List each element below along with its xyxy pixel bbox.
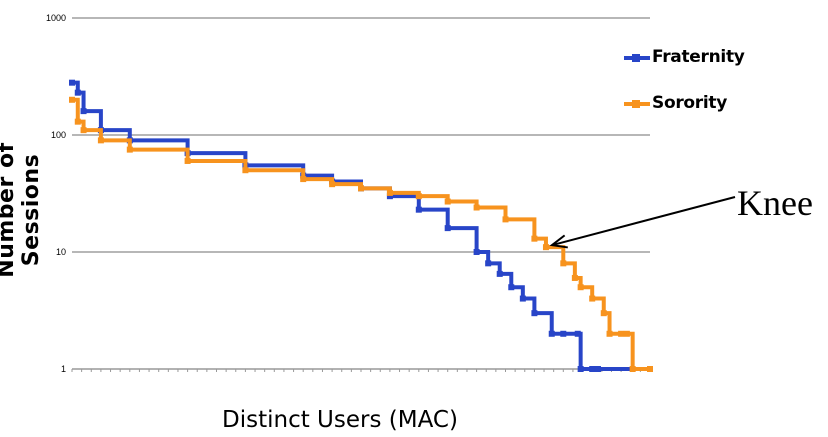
data-point bbox=[589, 295, 596, 302]
knee-arrowhead bbox=[549, 234, 568, 249]
data-point bbox=[80, 108, 87, 115]
data-point bbox=[444, 225, 451, 232]
data-point bbox=[519, 295, 526, 302]
legend-label-sorority: Sorority bbox=[652, 93, 728, 113]
data-point bbox=[300, 176, 307, 183]
series-line-sorority bbox=[72, 97, 650, 371]
data-point bbox=[329, 181, 336, 188]
legend-marker-fraternity bbox=[632, 54, 640, 62]
y-tick-label: 1 bbox=[61, 364, 66, 374]
knee-arrow bbox=[551, 196, 736, 247]
y-tick-label: 100 bbox=[51, 130, 66, 140]
data-point bbox=[74, 118, 81, 125]
data-point bbox=[473, 249, 480, 255]
data-point bbox=[485, 260, 492, 267]
y-tick-label: 1000 bbox=[46, 13, 66, 23]
y-tick-labels: 1000 100 10 1 bbox=[46, 13, 66, 374]
data-point bbox=[502, 216, 509, 223]
data-point bbox=[531, 235, 538, 242]
data-point bbox=[473, 204, 480, 211]
legend bbox=[624, 54, 650, 108]
data-point bbox=[594, 366, 601, 372]
data-point bbox=[542, 244, 549, 251]
data-point bbox=[508, 284, 515, 291]
data-point bbox=[618, 330, 625, 337]
x-axis-label: Distinct Users (MAC) bbox=[222, 407, 458, 433]
data-point bbox=[415, 193, 422, 200]
data-point bbox=[242, 167, 249, 174]
data-point bbox=[589, 366, 596, 372]
data-point bbox=[184, 157, 191, 164]
data-point bbox=[647, 366, 653, 372]
data-point bbox=[126, 146, 133, 153]
data-point bbox=[629, 366, 636, 372]
data-point bbox=[560, 260, 567, 267]
legend-marker-sorority bbox=[632, 100, 640, 108]
knee-annotation bbox=[549, 196, 736, 249]
gridlines bbox=[72, 17, 650, 253]
data-point bbox=[69, 96, 75, 103]
data-point bbox=[97, 137, 104, 144]
data-point bbox=[69, 79, 75, 86]
y-tick-label: 10 bbox=[56, 247, 66, 257]
data-point bbox=[577, 284, 584, 291]
data-point bbox=[606, 330, 613, 337]
data-point bbox=[74, 89, 81, 96]
data-point bbox=[415, 206, 422, 213]
data-point bbox=[560, 330, 567, 337]
knee-label: Knee bbox=[737, 183, 813, 223]
series-line-fraternity bbox=[72, 80, 650, 371]
data-point bbox=[444, 198, 451, 205]
data-point bbox=[386, 193, 393, 200]
data-point bbox=[80, 127, 87, 134]
data-point bbox=[577, 366, 584, 372]
data-point bbox=[358, 185, 364, 192]
data-point bbox=[574, 330, 581, 337]
series-lines bbox=[69, 79, 653, 372]
data-point bbox=[386, 189, 393, 196]
legend-label-fraternity: Fraternity bbox=[652, 47, 745, 67]
data-point bbox=[623, 330, 630, 337]
data-point bbox=[531, 310, 538, 317]
data-point bbox=[600, 310, 607, 317]
data-point bbox=[571, 274, 578, 281]
data-point bbox=[548, 330, 555, 337]
x-axis-ticks bbox=[71, 369, 651, 372]
y-axis-label: Number of Sessions bbox=[0, 142, 44, 278]
data-point bbox=[496, 270, 503, 277]
